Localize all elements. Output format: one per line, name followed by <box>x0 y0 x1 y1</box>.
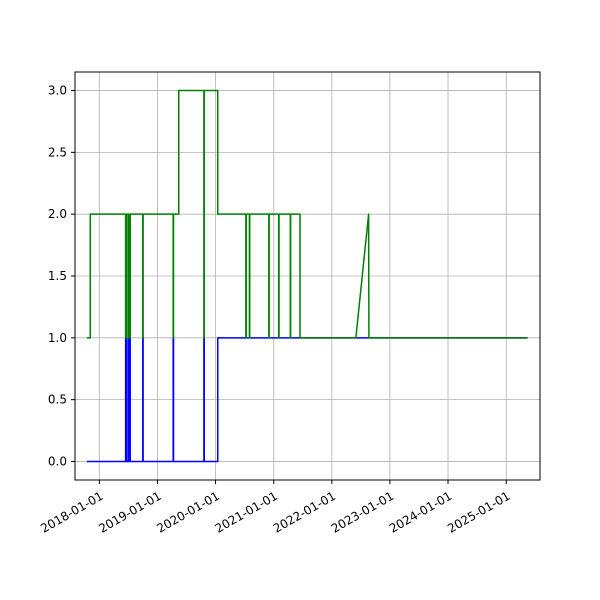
y-tick-label: 0.0 <box>48 454 67 468</box>
series-line-2 <box>86 89 528 339</box>
series-layer <box>86 89 528 463</box>
y-tick-label: 1.5 <box>48 269 67 283</box>
x-tick-label: 2021-01-01 <box>213 489 280 536</box>
axes-layer: 0.0 0.5 1.0 1.5 2.0 2.5 3.0 2018-01-012019-01-0… <box>38 84 512 536</box>
y-tick-label: 3.0 <box>48 84 67 98</box>
y-tick-label: 1.0 <box>48 331 67 345</box>
x-tick-label: 2018-01-01 <box>38 489 105 536</box>
x-tick-label: 2020-01-01 <box>154 489 221 536</box>
y-tick-label: 0.5 <box>48 393 67 407</box>
y-tick-label: 2.0 <box>48 207 67 221</box>
grid-layer <box>75 72 540 480</box>
x-tick-label: 2024-01-01 <box>387 489 454 536</box>
x-tick-label: 2025-01-01 <box>445 489 512 536</box>
y-tick-label: 2.5 <box>48 145 67 159</box>
x-tick-label: 2023-01-01 <box>329 489 396 536</box>
x-tick-label: 2019-01-01 <box>96 489 163 536</box>
x-tick-label: 2022-01-01 <box>271 489 338 536</box>
